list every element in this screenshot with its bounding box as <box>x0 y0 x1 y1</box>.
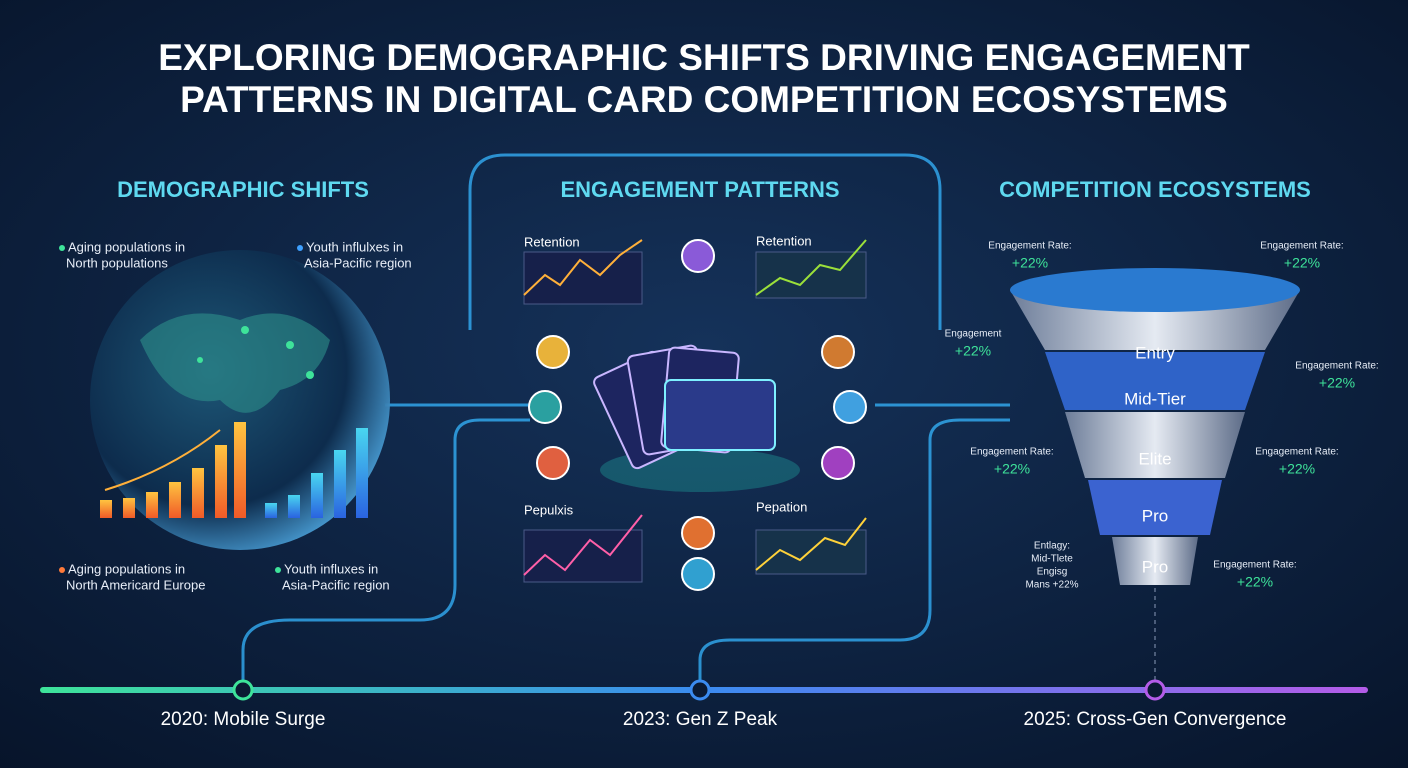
card-stack <box>593 344 800 492</box>
section-title: COMPETITION ECOSYSTEMS <box>999 177 1311 202</box>
bullet <box>275 567 281 573</box>
mini-charts <box>523 239 867 583</box>
bullet <box>59 567 65 573</box>
bullet <box>297 245 303 251</box>
funnel-annotation: Engagement Rate: <box>1213 560 1296 571</box>
funnel-tier: Entry <box>1135 343 1175 362</box>
timeline <box>40 679 1368 701</box>
note: Youth influxes in <box>284 561 378 576</box>
note: Aging populations in <box>68 561 185 576</box>
milestone: 2020: Mobile Surge <box>161 709 326 730</box>
funnel-tier: Elite <box>1138 449 1171 468</box>
section-title: DEMOGRAPHIC SHIFTS <box>117 177 369 202</box>
avatars <box>528 239 867 591</box>
chart-label: Retention <box>756 233 812 248</box>
funnel-annotation: +22% <box>1237 574 1273 590</box>
funnel-annotation: Entlagy: <box>1034 541 1070 552</box>
funnel-annotation: Engisg <box>1037 567 1068 578</box>
funnel-tier: Pro <box>1142 557 1168 576</box>
funnel-annotation: Engagement Rate: <box>1255 447 1338 458</box>
note: North populations <box>66 255 168 270</box>
funnel-tier: Pro <box>1142 506 1168 525</box>
note: Asia-Pacific region <box>282 577 390 592</box>
chart-label: Pepulxis <box>524 502 574 517</box>
funnel-annotation: +22% <box>994 461 1030 477</box>
note: Youth influlxes in <box>306 239 403 254</box>
note: North Americard Europe <box>66 577 205 592</box>
title: PATTERNS IN DIGITAL CARD COMPETITION ECO… <box>180 79 1228 120</box>
funnel-annotation: +22% <box>955 343 991 359</box>
section-title: ENGAGEMENT PATTERNS <box>560 177 839 202</box>
funnel-annotation: Engagement Rate: <box>970 447 1053 458</box>
funnel-annotation: +22% <box>1012 255 1048 271</box>
funnel-annotation: +22% <box>1279 461 1315 477</box>
milestone: 2023: Gen Z Peak <box>623 709 778 730</box>
milestone: 2025: Cross-Gen Convergence <box>1024 709 1287 730</box>
funnel <box>1010 268 1300 685</box>
funnel-annotation: Mans +22% <box>1025 580 1078 591</box>
funnel-annotation: +22% <box>1284 255 1320 271</box>
funnel-annotation: +22% <box>1319 375 1355 391</box>
funnel-annotation: Mid-Tlete <box>1031 554 1073 565</box>
title: EXPLORING DEMOGRAPHIC SHIFTS DRIVING ENG… <box>158 37 1250 78</box>
bars <box>100 422 368 518</box>
funnel-annotation: Engagement Rate: <box>1295 361 1378 372</box>
funnel-annotation: Engagement <box>945 329 1002 340</box>
chart-label: Retention <box>524 234 580 249</box>
note: Aging populations in <box>68 239 185 254</box>
funnel-tier: Mid-Tier <box>1124 389 1186 408</box>
connectors <box>241 153 1010 690</box>
chart-label: Pepation <box>756 499 807 514</box>
funnel-annotation: Engagement Rate: <box>1260 241 1343 252</box>
funnel-annotation: Engagement Rate: <box>988 241 1071 252</box>
note: Asia-Pacific region <box>304 255 412 270</box>
bullet <box>59 245 65 251</box>
globe <box>90 250 390 550</box>
